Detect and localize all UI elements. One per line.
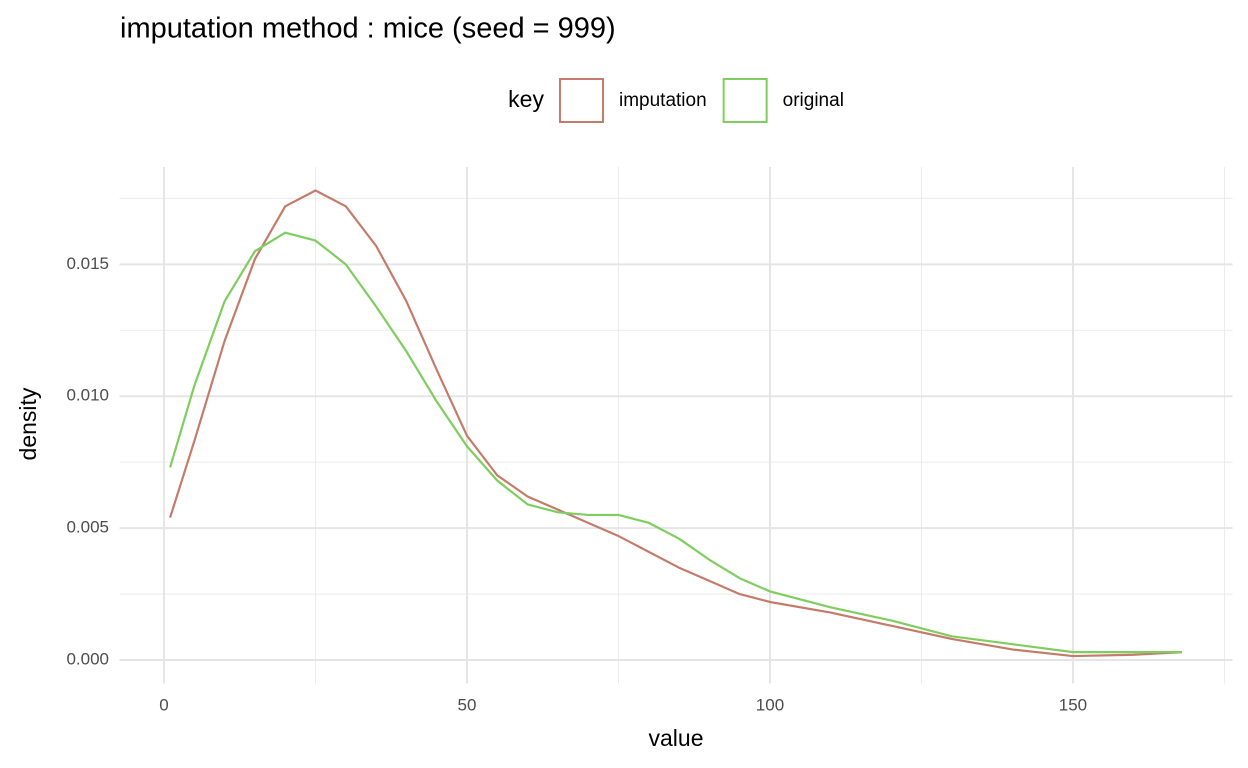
- y-axis-title: density: [15, 387, 41, 460]
- line-series: [169, 231, 1182, 654]
- legend-label: imputation: [619, 90, 707, 111]
- y-tick-label: 0.015: [66, 254, 109, 273]
- x-tick-label: 0: [159, 695, 168, 714]
- x-tick-label: 50: [458, 695, 477, 714]
- x-tick-label: 100: [756, 695, 784, 714]
- y-tick-label: 0.000: [66, 650, 109, 669]
- grid: [119, 167, 1233, 684]
- y-tick-label: 0.010: [66, 386, 109, 405]
- x-axis-title: value: [649, 725, 704, 751]
- legend-key: [722, 78, 768, 123]
- chart-title: imputation method : mice (seed = 999): [120, 13, 616, 45]
- legend: key imputation original: [508, 78, 844, 123]
- legend-label: original: [783, 90, 844, 111]
- line-series: [169, 189, 1183, 658]
- y-tick-label: 0.005: [66, 518, 109, 537]
- legend-title: key: [508, 86, 544, 112]
- x-tick-label: 150: [1059, 695, 1087, 714]
- legend-key: [558, 78, 604, 123]
